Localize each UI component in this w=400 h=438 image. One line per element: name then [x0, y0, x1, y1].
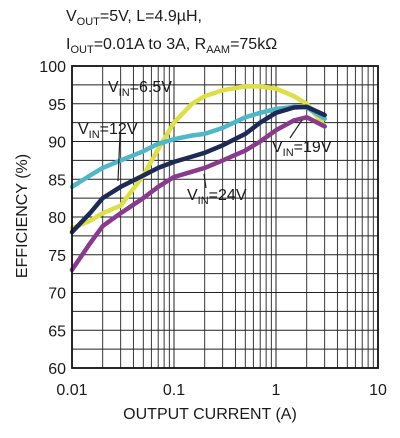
series-label: VIN=6.5V — [108, 79, 172, 99]
series-label-main: V — [187, 187, 198, 204]
series-label: VIN=12V — [78, 121, 138, 141]
series-line-3 — [69, 115, 327, 273]
y-tick-label: 95 — [48, 97, 66, 114]
title-part: =75kΩ — [230, 36, 277, 53]
series-label-main: V — [108, 79, 119, 96]
x-axis-label: OUTPUT CURRENT (A) — [123, 406, 297, 423]
series-label-sub: IN — [119, 87, 130, 99]
series-label-leader — [289, 119, 303, 139]
x-tick-label: 1 — [272, 382, 281, 399]
title-part: =0.01A to 3A, R — [94, 36, 207, 53]
series-label-main: V — [272, 139, 283, 156]
series-label-rest: =19V — [294, 139, 332, 156]
plot-frame — [71, 65, 379, 369]
title-part: OUT — [70, 44, 94, 56]
chart-title: VOUT=5V, L=4.9µH,IOUT=0.01A to 3A, RAAM=… — [66, 8, 277, 56]
title-part: I — [66, 36, 70, 53]
series-line-0 — [69, 84, 327, 231]
y-axis-label: EFFICIENCY (%) — [14, 154, 31, 278]
x-axis-ticks: 0.01 0.1 1 10 — [56, 382, 387, 399]
series-label-sub: IN — [89, 129, 100, 141]
title-part: AAM — [206, 44, 230, 56]
series-label-sub: IN — [283, 147, 294, 159]
y-tick-label: 80 — [48, 210, 66, 227]
title-part: V — [66, 8, 77, 25]
series-label-main: V — [78, 121, 89, 138]
x-tick-label: 0.1 — [163, 382, 185, 399]
y-tick-label: 90 — [48, 135, 66, 152]
x-tick-label: 10 — [369, 382, 387, 399]
x-tick-label: 0.01 — [56, 382, 87, 399]
plot-border — [71, 65, 379, 369]
series-line-2 — [69, 104, 327, 235]
series-label-rest: =12V — [100, 121, 138, 138]
series-label-sub: IN — [198, 195, 209, 207]
series-label-rest: =24V — [209, 187, 247, 204]
title-part: OUT — [77, 16, 101, 28]
y-tick-label: 85 — [48, 172, 66, 189]
series-lines — [69, 84, 327, 273]
y-tick-label: 60 — [48, 361, 66, 378]
series-label-leader — [117, 133, 121, 182]
y-axis-ticks: 60 65 70 75 80 85 90 95 100 — [39, 59, 66, 378]
series-label: VIN=19V — [272, 139, 332, 159]
series-label-leader — [203, 173, 207, 189]
y-tick-label: 100 — [39, 59, 66, 76]
title-part: =5V, L=4.9µH, — [100, 8, 202, 25]
series-label-rest: =6.5V — [130, 79, 173, 96]
title-line-2: IOUT=0.01A to 3A, RAAM=75kΩ — [66, 36, 277, 56]
y-tick-label: 75 — [48, 248, 66, 265]
y-tick-label: 65 — [48, 323, 66, 340]
y-tick-label: 70 — [48, 286, 66, 303]
title-line-1: VOUT=5V, L=4.9µH, — [66, 8, 202, 28]
series-label: VIN=24V — [187, 187, 247, 207]
